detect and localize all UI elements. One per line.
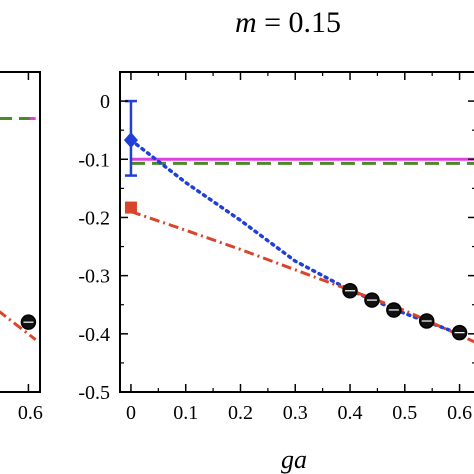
right-y-tick-label: -0.3 [78, 266, 110, 288]
right-series-5-square-point [124, 201, 137, 214]
right-panel: 0 -0.1 -0.2 -0.3 -0.4 -0.5 0 0.1 0.2 0.3 0.4 0.5 0.6 [78, 71, 474, 424]
title-value: = 0.15 [257, 6, 341, 39]
right-y-tick-label: -0.1 [78, 149, 110, 171]
right-plot-area [123, 99, 474, 344]
right-y-tick-label: 0 [100, 91, 110, 113]
right-series-3-dash-dot-line [130, 210, 474, 344]
right-x-tick-label: 0.5 [392, 402, 417, 424]
right-x-tick-label: 0.6 [447, 402, 472, 424]
right-y-tick-label: -0.2 [78, 207, 110, 229]
right-x-tick-label: 0.3 [283, 402, 308, 424]
right-frame [119, 71, 474, 393]
right-x-tick-label: 0.2 [228, 402, 253, 424]
x-axis-label: ga [281, 445, 307, 474]
left-panel: 0.6 [0, 71, 43, 424]
left-plot-area [0, 117, 37, 341]
right-y-tick-label: -0.4 [78, 324, 110, 346]
right-x-tick-label: 0.4 [338, 402, 363, 424]
left-series-2-dash-dot-line [0, 310, 37, 341]
title-variable: m [235, 6, 257, 39]
right-series-4-diamond-point [123, 132, 138, 149]
chart-title: m = 0.15 [235, 6, 341, 39]
left-x-tick-label: 0.6 [18, 402, 43, 424]
right-x-tick-label: 0 [126, 402, 136, 424]
right-x-tick-label: 0.1 [173, 402, 198, 424]
right-series-2-dotted-line [129, 138, 462, 336]
left-frame [0, 71, 41, 393]
right-y-tick-label: -0.5 [78, 382, 110, 404]
